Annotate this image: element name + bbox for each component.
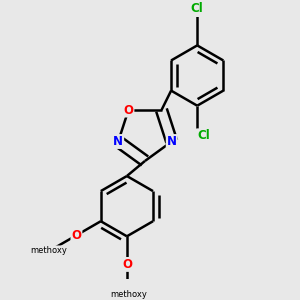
Text: O: O: [71, 229, 81, 242]
Text: Cl: Cl: [197, 129, 210, 142]
Text: methoxy: methoxy: [30, 246, 67, 255]
Text: methoxy: methoxy: [110, 290, 147, 299]
Text: O: O: [123, 103, 134, 117]
Text: Cl: Cl: [191, 2, 204, 15]
Text: N: N: [113, 135, 123, 148]
Text: N: N: [167, 135, 177, 148]
Text: O: O: [122, 258, 132, 271]
